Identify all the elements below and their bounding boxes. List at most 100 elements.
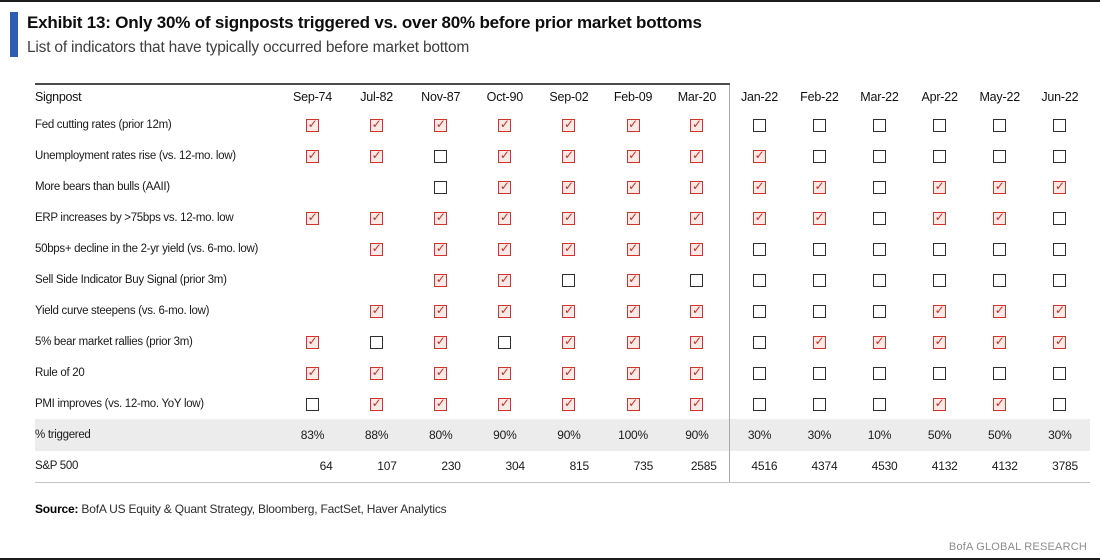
triggered-value: 30% (789, 419, 850, 451)
unchecked-checkbox-icon (993, 118, 1007, 132)
checkbox-cell (473, 202, 537, 233)
checkbox-cell (910, 171, 970, 202)
triggered-value: 90% (472, 419, 537, 451)
checkbox-cell (537, 264, 601, 295)
signpost-label: 5% bear market rallies (prior 3m) (35, 335, 193, 348)
checkbox-cell (789, 140, 849, 171)
exhibit-title: Exhibit 13: Only 30% of signposts trigge… (27, 13, 702, 32)
checked-checkbox-icon (690, 242, 704, 256)
checkbox-cell (537, 326, 601, 357)
checkbox-cell (601, 388, 665, 419)
checkbox-cell (910, 233, 970, 264)
checked-checkbox-icon (370, 118, 384, 132)
checkbox-cell (473, 326, 537, 357)
checkbox-cell (849, 388, 909, 419)
checked-checkbox-icon (370, 397, 384, 411)
checked-checkbox-icon (1053, 335, 1067, 349)
sp500-value: 4374 (789, 451, 850, 483)
unchecked-checkbox-icon (1053, 242, 1067, 256)
checked-checkbox-icon (993, 180, 1007, 194)
checkbox-cell (280, 264, 344, 295)
checkbox-cell (280, 140, 344, 171)
source-label: Source: (35, 501, 79, 516)
checkbox-cell (729, 109, 789, 140)
signpost-label: 50bps+ decline in the 2-yr yield (vs. 6-… (35, 242, 259, 255)
checked-checkbox-icon (690, 149, 704, 163)
table-row: Fed cutting rates (prior 12m) (35, 109, 1090, 140)
checkbox-cell (473, 388, 537, 419)
triggered-value: 30% (729, 419, 790, 451)
checked-checkbox-icon (434, 366, 448, 380)
checkbox-cell (409, 264, 473, 295)
checkbox-cell (789, 357, 849, 388)
checked-checkbox-icon (626, 242, 640, 256)
unchecked-checkbox-icon (434, 180, 448, 194)
signpost-label: Yield curve steepens (vs. 6-mo. low) (35, 304, 210, 317)
checkbox-cell (345, 264, 409, 295)
sp500-value: 64 (280, 451, 345, 483)
unchecked-checkbox-icon (1053, 149, 1067, 163)
table-row: Yield curve steepens (vs. 6-mo. low) (35, 295, 1090, 326)
checked-checkbox-icon (626, 273, 640, 287)
triggered-value: 100% (601, 419, 666, 451)
checkbox-cell (789, 295, 849, 326)
checkbox-cell (729, 357, 789, 388)
table-row: Rule of 20 (35, 357, 1090, 388)
checkbox-cell (280, 295, 344, 326)
checked-checkbox-icon (306, 211, 319, 225)
checkbox-cell (665, 202, 730, 233)
unchecked-checkbox-icon (812, 273, 826, 287)
unchecked-checkbox-icon (872, 366, 886, 380)
checkbox-cell (601, 295, 665, 326)
sp500-value: 4516 (729, 451, 790, 483)
checkbox-cell (729, 264, 789, 295)
table-row: PMI improves (vs. 12-mo. YoY low) (35, 388, 1090, 419)
sp500-value: 4132 (909, 451, 970, 483)
checkbox-cell (537, 295, 601, 326)
column-header: Oct-90 (472, 83, 537, 109)
checkbox-cell (849, 202, 909, 233)
unchecked-checkbox-icon (753, 304, 767, 318)
checkbox-cell (665, 357, 730, 388)
checkbox-cell (473, 140, 537, 171)
checkbox-cell (409, 202, 473, 233)
checkbox-cell (665, 109, 730, 140)
checkbox-cell (473, 109, 537, 140)
checkbox-cell (910, 202, 970, 233)
unchecked-checkbox-icon (690, 273, 704, 287)
unchecked-checkbox-icon (993, 149, 1007, 163)
checkbox-cell (409, 140, 473, 171)
sp500-value: 735 (601, 451, 666, 483)
checkbox-cell (970, 202, 1030, 233)
checkbox-cell (910, 326, 970, 357)
unchecked-checkbox-icon (1053, 397, 1067, 411)
checkbox-cell (601, 264, 665, 295)
checkbox-cell (409, 233, 473, 264)
unchecked-checkbox-icon (812, 242, 826, 256)
checkbox-cell (789, 202, 849, 233)
signpost-header: Signpost (35, 83, 281, 109)
unchecked-checkbox-icon (498, 335, 512, 349)
exhibit-subtitle: List of indicators that have typically o… (27, 39, 470, 56)
title-text-group: Exhibit 13: Only 30% of signposts trigge… (27, 12, 702, 57)
checkbox-cell (345, 202, 409, 233)
checked-checkbox-icon (993, 211, 1007, 225)
checkbox-cell (409, 295, 473, 326)
checked-checkbox-icon (626, 149, 640, 163)
triggered-value: 90% (665, 419, 730, 451)
checked-checkbox-icon (434, 273, 448, 287)
checked-checkbox-icon (1053, 304, 1067, 318)
checked-checkbox-icon (434, 211, 448, 225)
triggered-value: 90% (536, 419, 601, 451)
unchecked-checkbox-icon (1053, 273, 1067, 287)
checkbox-cell (1030, 357, 1090, 388)
signpost-label: ERP increases by >75bps vs. 12-mo. low (35, 211, 234, 224)
checked-checkbox-icon (933, 304, 947, 318)
checkbox-cell (537, 388, 601, 419)
checkbox-cell (601, 140, 665, 171)
unchecked-checkbox-icon (306, 397, 319, 411)
unchecked-checkbox-icon (753, 273, 767, 287)
checked-checkbox-icon (753, 149, 767, 163)
checkbox-cell (789, 233, 849, 264)
